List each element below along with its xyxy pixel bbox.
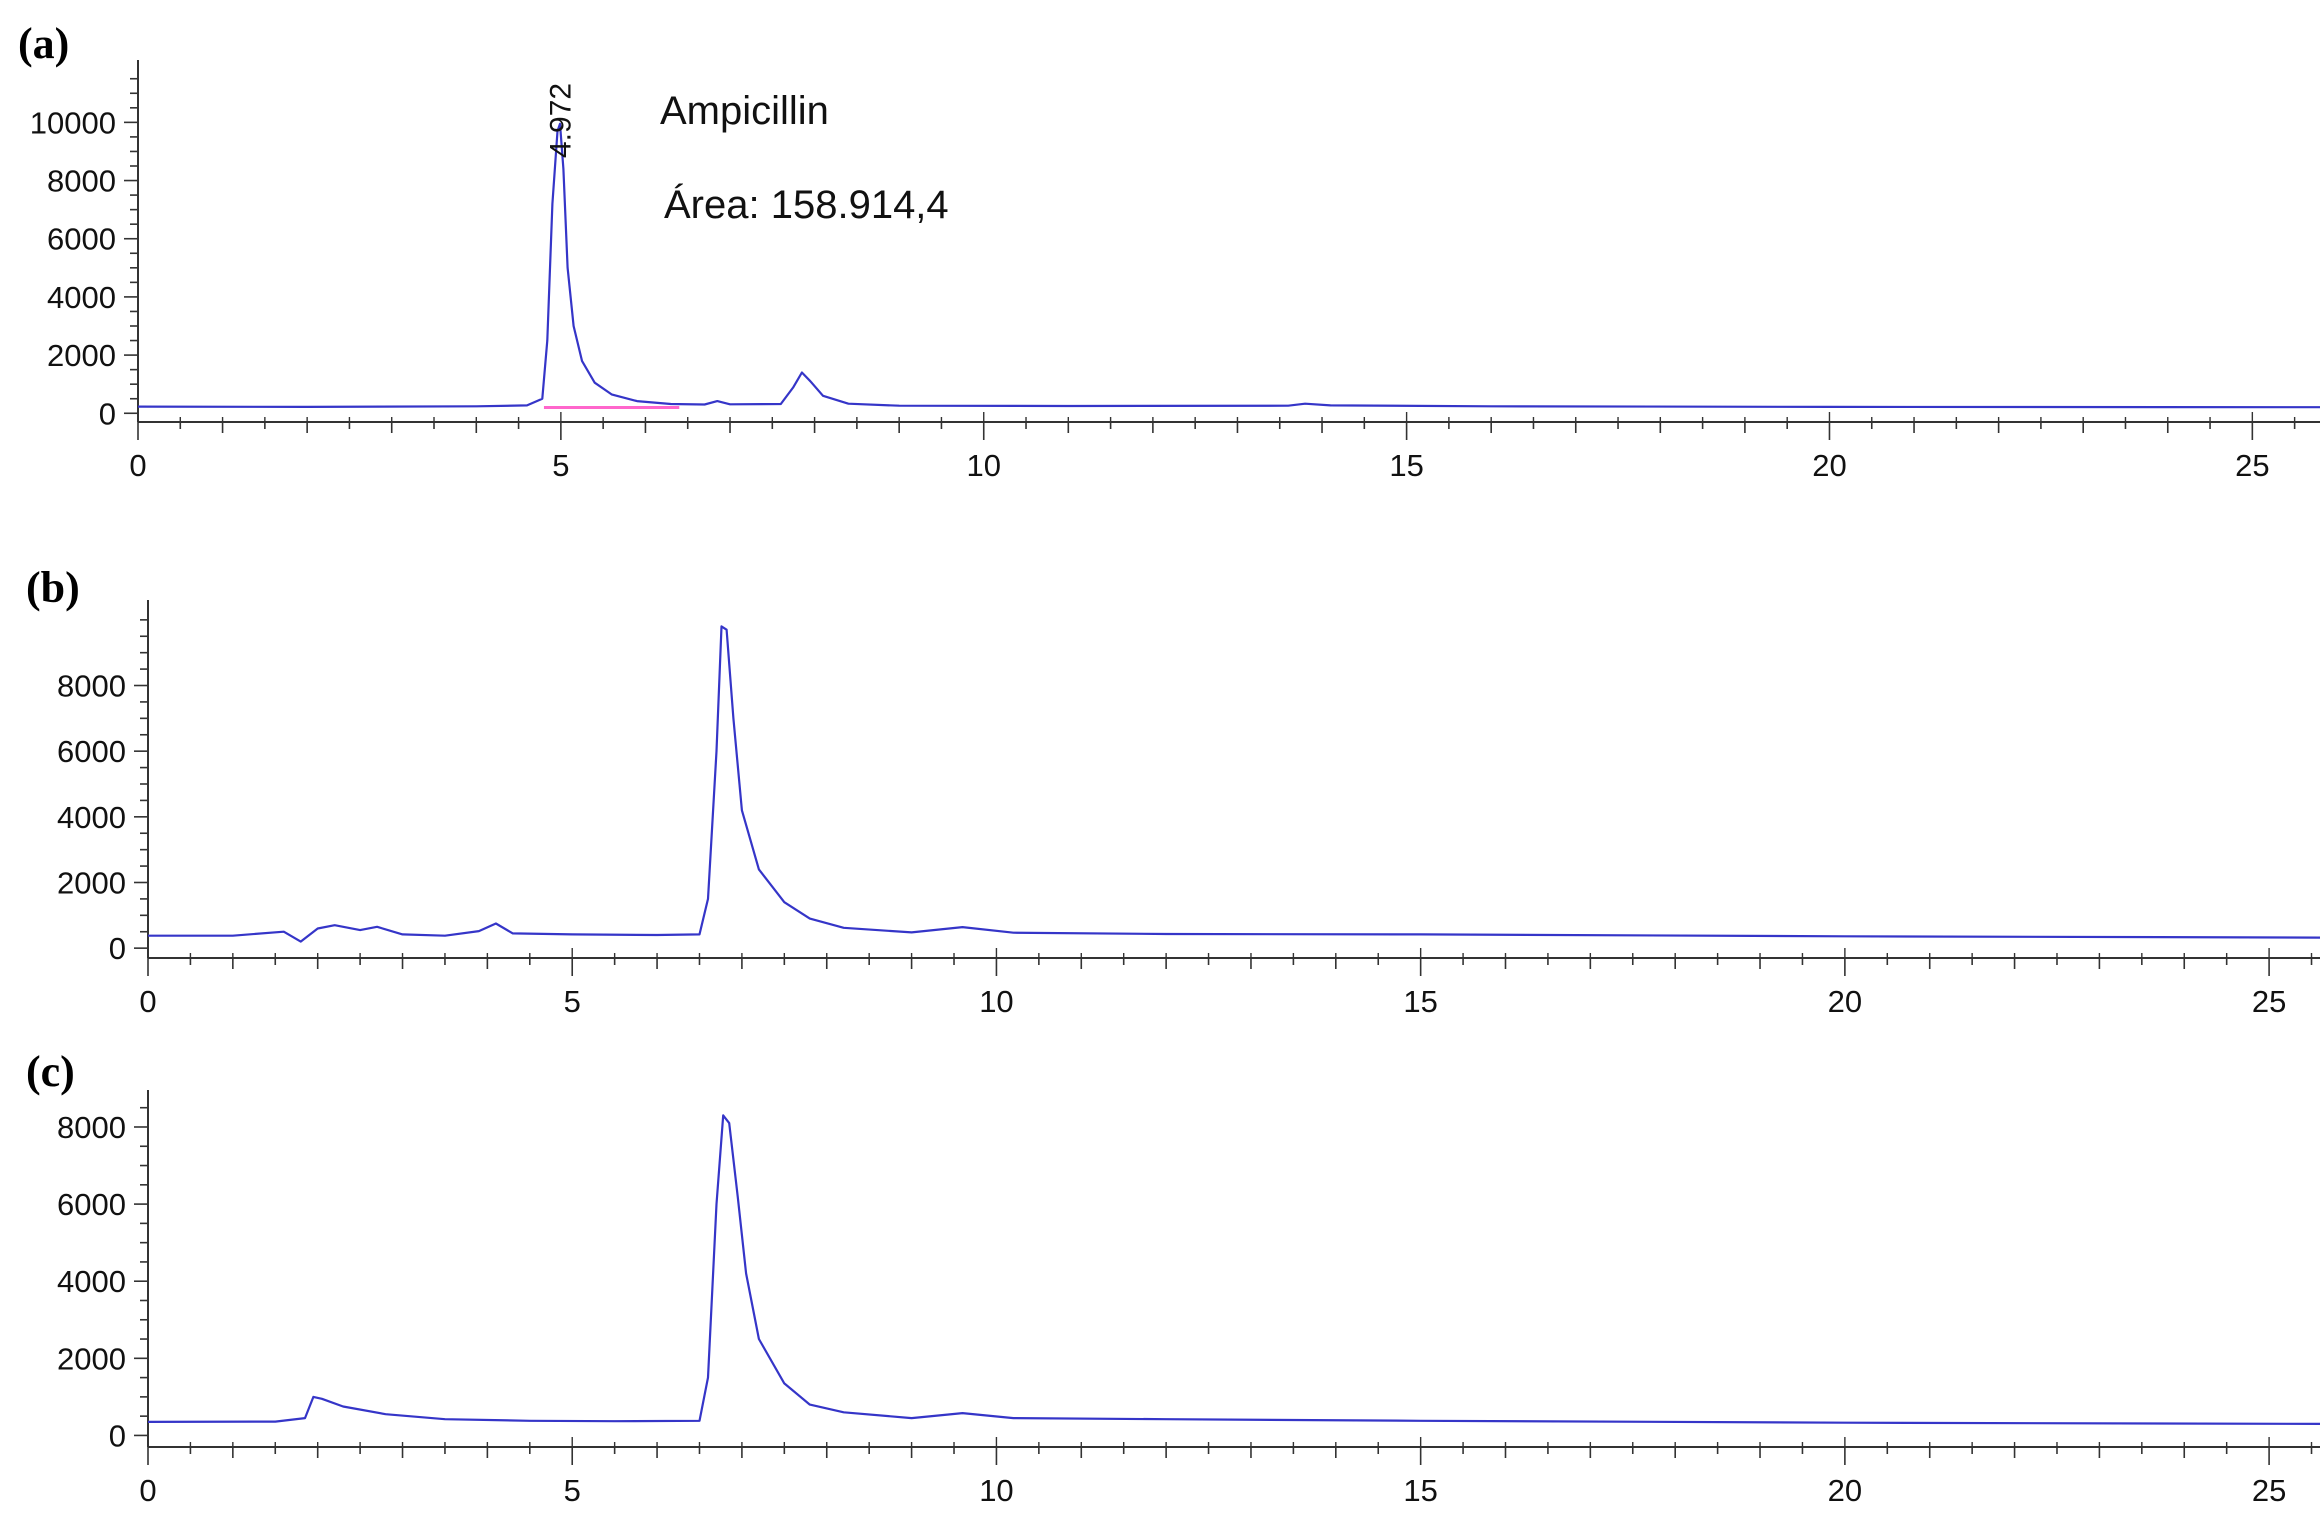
area-annotation: Área: 158.914,4 [664,182,949,227]
panel-label: (c) [26,1047,75,1096]
y-tick-label: 0 [99,396,116,431]
x-tick-label: 25 [2235,448,2269,483]
y-tick-label: 8000 [57,669,126,704]
panel-label: (b) [26,563,80,612]
x-tick-label: 5 [564,1473,581,1508]
y-tick-label: 6000 [57,734,126,769]
y-tick-label: 4000 [47,280,116,315]
x-tick-label: 20 [1828,1473,1862,1508]
x-tick-label: 5 [552,448,569,483]
y-tick-label: 10000 [30,105,116,140]
x-tick-label: 5 [564,984,581,1019]
panel-b: (b) 0 2000 4000 6000 8000 0 5 10 15 20 25 [26,563,2320,1019]
y-tick-label: 2000 [47,338,116,373]
y-tick-label: 8000 [57,1110,126,1145]
x-tick-label: 25 [2252,984,2286,1019]
x-tick-label: 25 [2252,1473,2286,1508]
x-tick-label: 10 [979,1473,1013,1508]
y-tick-label: 0 [109,931,126,966]
y-tick-label: 4000 [57,1264,126,1299]
x-tick-label: 20 [1812,448,1846,483]
chromatogram-trace [147,1114,2320,1426]
peak-retention-label: 4.972 [545,83,578,158]
y-tick-label: 8000 [47,164,116,199]
x-tick-label: 10 [966,448,1000,483]
x-tick-label: 0 [129,448,146,483]
panel-c: (c) 0 2000 4000 6000 8000 0 5 10 15 20 25 [26,1047,2320,1508]
x-tick-label: 15 [1403,1473,1437,1508]
panel-label: (a) [18,19,69,68]
y-tick-label: 6000 [57,1187,126,1222]
chromatogram-trace [148,625,2320,943]
y-tick-label: 2000 [57,1341,126,1376]
x-tick-label: 10 [979,984,1013,1019]
x-tick-label: 20 [1828,984,1862,1019]
compound-name-annotation: Ampicillin [660,89,829,133]
y-tick-label: 2000 [57,865,126,900]
y-tick-label: 0 [109,1418,126,1453]
y-tick-label: 6000 [47,222,116,257]
x-tick-label: 15 [1403,984,1437,1019]
x-tick-label: 15 [1389,448,1423,483]
chromatogram-trace [137,122,2320,409]
panel-a: (a) 0 2000 4000 6000 8000 10000 0 5 10 15 20 25 4.972… [18,19,2320,483]
x-tick-label: 0 [139,1473,156,1508]
y-tick-label: 4000 [57,800,126,835]
x-tick-label: 0 [139,984,156,1019]
